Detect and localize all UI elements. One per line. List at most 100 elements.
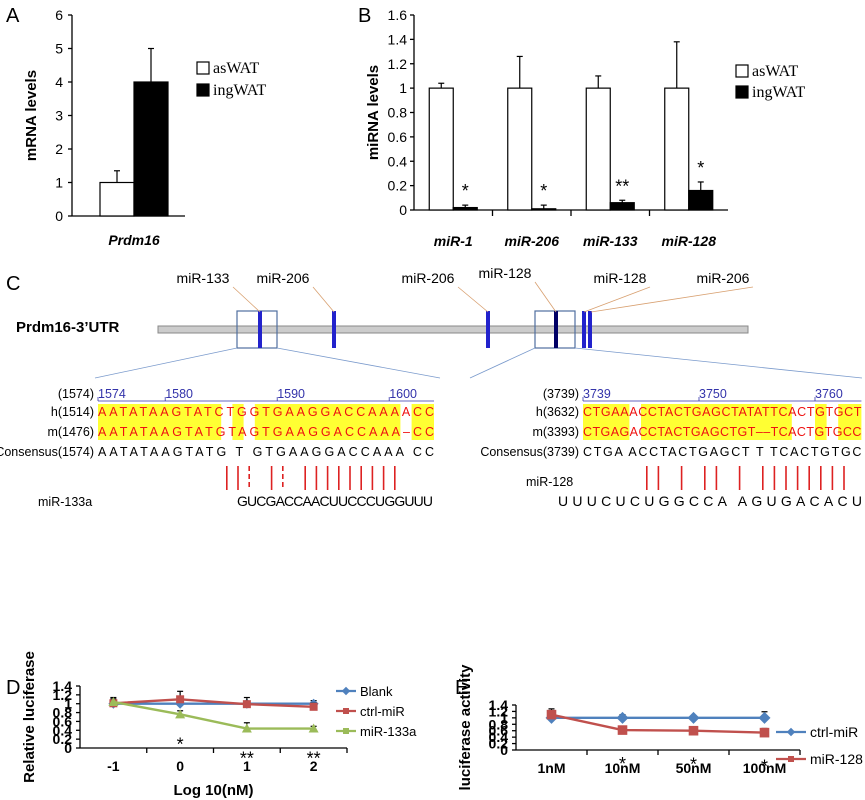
y-tick-label: 0.6 [388,129,408,145]
legend-label-Blank: Blank [360,684,393,699]
y-tick-label: 0.4 [388,153,408,169]
x-tick-label: 50nM [676,760,712,776]
y-tick-label: 1.4 [489,697,509,713]
series-line-miR-128 [551,713,765,734]
alignment-position-number: 1574 [98,387,126,401]
alignment-position-number: 3750 [699,387,727,401]
conserved-highlight [254,404,401,440]
legend-marker-ctrl-miR [786,727,796,737]
data-point-miR-128 [617,725,628,735]
data-point-miR-133a [175,709,186,719]
alignment-position-number: 1600 [389,387,417,401]
alignment-row-label: (3739) [543,387,579,401]
mirna-sequence: UUUCUCUGGCCA AGUGACACU [558,493,862,509]
panel-c: C Prdm16-3’UTR miR-133 miR-206 miR-206 miR-12… [0,265,863,509]
data-point-miR-133a [308,723,319,733]
site-leader-line [583,286,651,313]
data-point-ctrl-miR [616,711,629,724]
conserved-highlight [838,404,862,440]
y-tick-label: 6 [55,7,63,23]
alignment-row-label: m(3393) [532,425,579,439]
y-tick-label: 0 [399,202,407,218]
legend-label-ctrl-miR: ctrl-miR [810,724,858,740]
panel-b: B 0 0.2 0.4 0.6 0.8 1 1.2 1.4 1.6 miRNA levels * miR… [358,5,806,249]
bar-ingWAT-miR-133 [609,202,635,211]
significance-marker: * [697,158,704,178]
site-label-miR-206: miR-206 [402,270,455,286]
alignment-row-label: (1574) [58,387,94,401]
x-tick-label: 10nM [605,760,641,776]
category-label: miR-133 [583,233,638,249]
y-tick-label: 0 [500,742,508,758]
zoom-line [94,347,238,379]
data-point-ctrl-miR [176,695,185,704]
panel-label-c: C [6,273,20,295]
category-label: miR-1 [434,233,473,249]
panel-a: A 0 1 2 3 4 5 6 mRNA levels Prdm16 asWAT ingWAT [6,5,267,248]
bar-ingWAT [133,81,169,217]
site-leader-line [232,286,261,313]
legend-marker-Blank [341,686,351,696]
x-tick-label: 100nM [743,760,787,776]
site-label-miR-128: miR-128 [479,265,532,281]
significance-marker: ** [307,749,321,769]
y-axis-label: luciferase activity [457,664,474,791]
significance-marker: * [177,734,184,754]
zoom-line [276,347,441,379]
conserved-highlight [815,404,827,440]
sequence-human: AATATAAGTATCTGGTGAAGGACCAAAACC [98,405,434,419]
bar-asWAT-miR-128 [664,87,690,211]
significance-marker: ** [615,176,629,196]
alignment-row-label: m(1476) [47,425,94,439]
binding-site-mark-miR-206 [486,311,490,348]
conserved-highlight [98,404,222,440]
site-label-miR-133: miR-133 [177,270,230,286]
y-tick-label: 0.6 [489,723,509,739]
x-tick-label: 1nM [538,760,566,776]
site-leader-line [457,286,489,313]
y-tick-label: 0 [64,740,72,756]
panel-label-b: B [358,5,371,27]
data-point-miR-133a [241,723,252,733]
bar-asWAT-miR-206 [507,87,533,211]
alignment-row-label: h(3632) [536,405,579,419]
bar-asWAT [99,181,135,217]
y-tick-label: 0.4 [489,729,509,745]
y-axis-label: mRNA levels [23,70,40,161]
y-tick-label: 2 [55,141,63,157]
binding-site-mark-miR-133 [258,311,262,348]
sequence-consensus: AATATAAGTATG T GTGAAGGACCAAA CC [98,445,434,459]
alignment-position-number: 1580 [165,387,193,401]
panel-e: E 00.20.40.60.811.21.4 luciferase activity… [455,664,863,791]
legend-swatch-ingWAT [196,83,210,97]
alignment-row-label: Consensus(3739) [480,445,579,459]
category-label: Prdm16 [108,232,160,248]
zoom-line [469,347,536,379]
y-tick-label: 1.2 [489,703,509,719]
series-line-miR-133a [113,700,314,730]
site-leader-line [534,281,557,313]
y-tick-label: 1 [500,710,508,726]
series-line-ctrl-miR [113,698,314,709]
legend-swatch-ingWAT [735,85,749,99]
alignment-row-label: h(1514) [51,405,94,419]
legend-label-ingWAT: ingWAT [213,82,267,99]
y-tick-label: 1.6 [388,7,408,23]
site-leader-line [312,286,335,313]
y-tick-label: 0.6 [53,713,73,729]
y-tick-label: 0 [55,208,63,224]
binding-site-mark-miR-128 [554,311,558,348]
significance-marker: * [690,755,697,775]
data-point-miR-128 [688,725,699,736]
legend-marker-miR-128 [788,756,794,762]
data-point-miR-133a [108,696,119,706]
site-leader-line [590,286,754,313]
conserved-highlight [232,404,244,440]
alignment-position-number: 3760 [815,387,843,401]
binding-site-mark-miR-206 [332,311,336,348]
conserved-highlight [641,404,792,440]
legend-label-asWAT: asWAT [213,60,259,77]
bar-ingWAT-miR-206 [531,208,557,211]
site-label-miR-206: miR-206 [257,270,310,286]
